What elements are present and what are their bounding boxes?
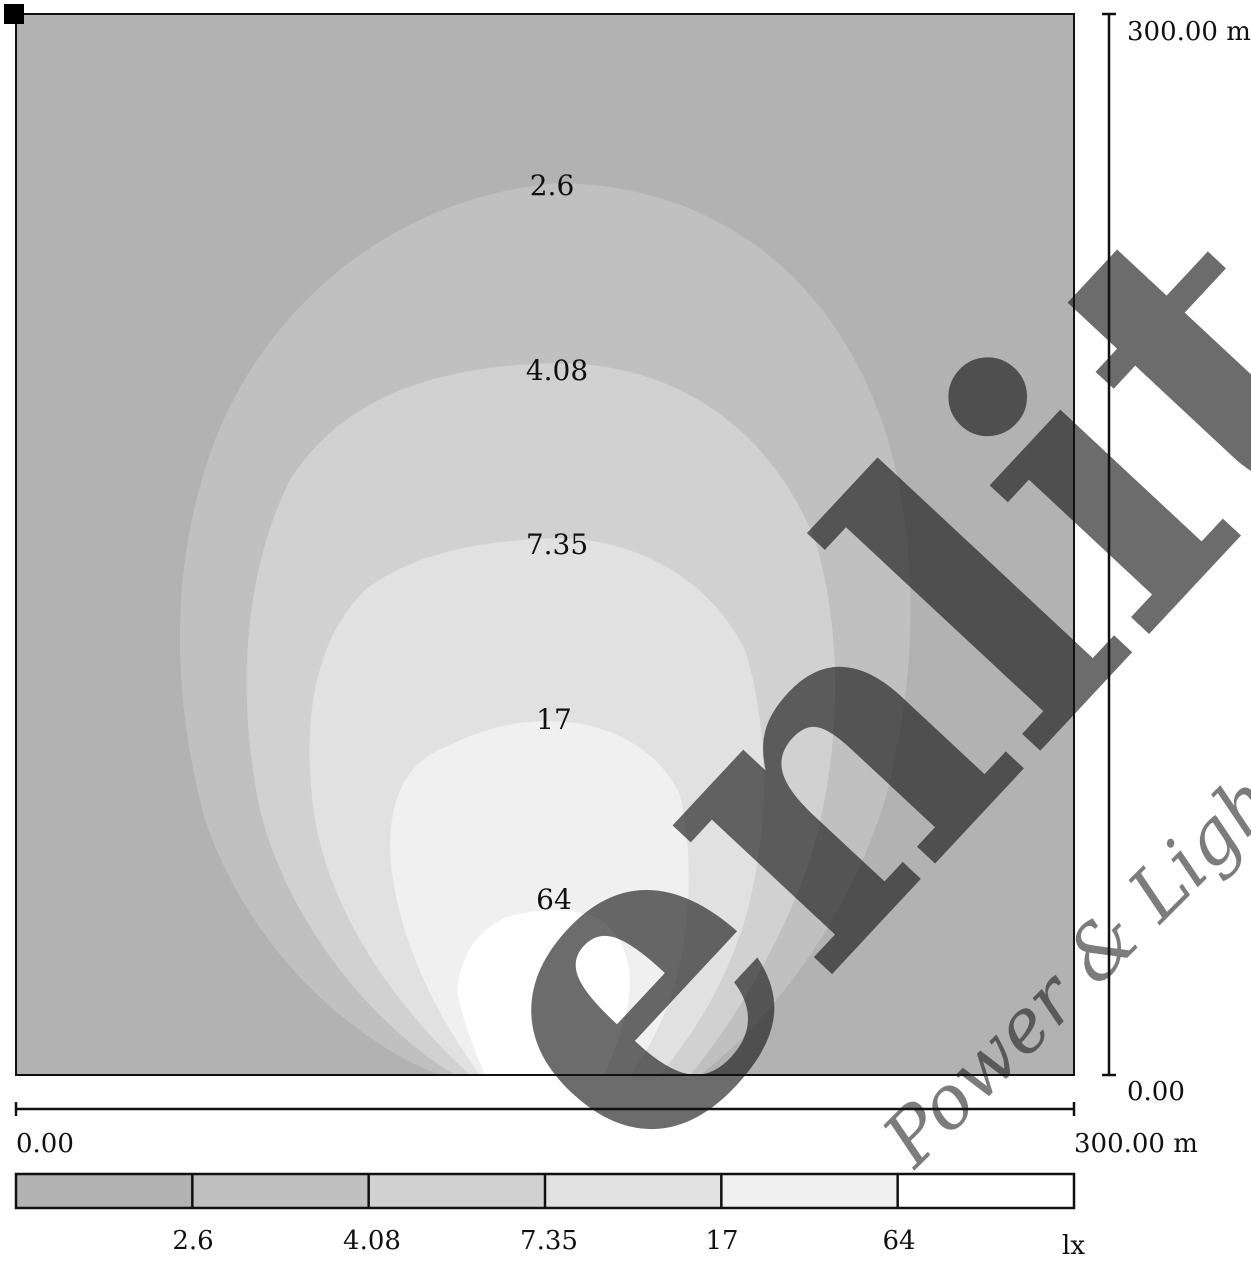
contour-label-64: 64 [536, 883, 572, 916]
origin-marker [4, 4, 24, 24]
legend: 2.6 4.08 7.35 17 64 lx [14, 1172, 1085, 1261]
legend-swatch-0 [16, 1174, 193, 1208]
legend-threshold-2-6: 2.6 [172, 1226, 213, 1256]
legend-swatch-1 [192, 1174, 369, 1208]
x-axis-max-label: 300.00 m [1074, 1129, 1198, 1159]
legend-border [14, 1172, 1076, 1210]
contour-64 [457, 910, 630, 1075]
y-axis-min-label: 0.00 [1127, 1077, 1185, 1107]
plot-area: 2.6 4.08 7.35 17 64 [4, 4, 1075, 1076]
contour-label-4-08: 4.08 [526, 354, 588, 387]
legend-threshold-4-08: 4.08 [343, 1226, 401, 1256]
legend-swatch-3 [545, 1174, 722, 1208]
legend-threshold-17: 17 [705, 1226, 738, 1256]
x-axis-scale: 0.00 300.00 m [14, 1102, 1198, 1159]
contour-label-17: 17 [536, 703, 572, 736]
legend-swatch-4 [721, 1174, 898, 1208]
legend-dividers [191, 1174, 899, 1208]
legend-threshold-7-35: 7.35 [520, 1226, 578, 1256]
x-axis-min-label: 0.00 [16, 1129, 74, 1159]
y-axis-max-label: 300.00 m [1127, 17, 1251, 47]
legend-swatch-5 [897, 1174, 1074, 1208]
legend-swatch-2 [368, 1174, 545, 1208]
plot-border [15, 13, 1075, 1076]
legend-unit: lx [1062, 1231, 1085, 1261]
legend-threshold-64: 64 [882, 1226, 915, 1256]
legend-swatches [16, 1174, 1074, 1208]
contour-label-7-35: 7.35 [526, 528, 588, 561]
contour-label-2-6: 2.6 [530, 169, 575, 202]
y-axis-scale: 300.00 m 0.00 [1102, 12, 1251, 1107]
